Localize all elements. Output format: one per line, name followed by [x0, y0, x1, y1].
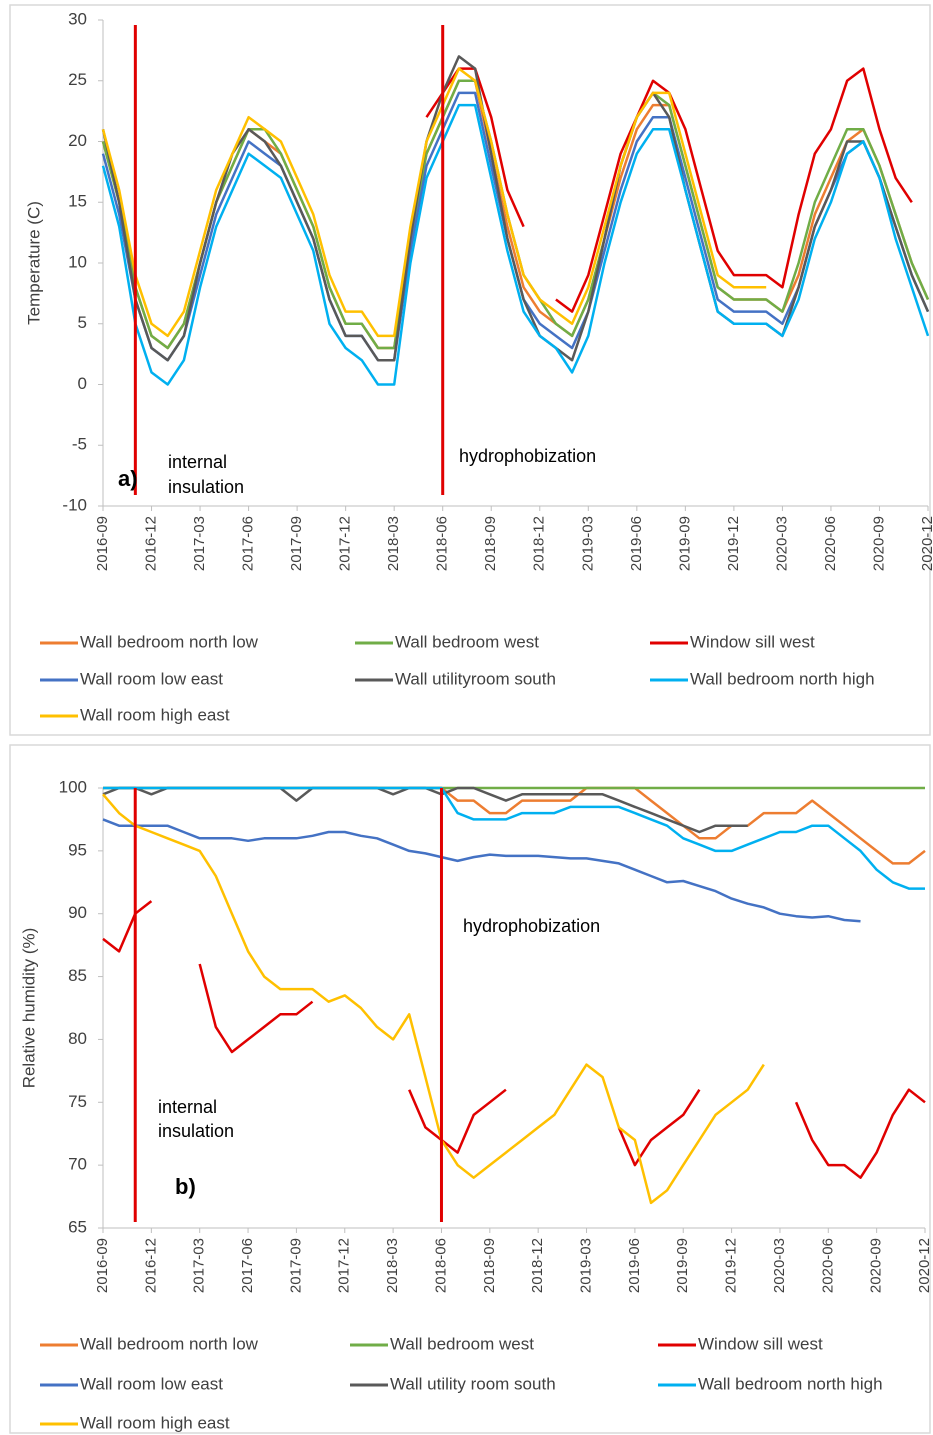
series-line	[101, 91, 930, 362]
series-line	[101, 55, 930, 362]
event-label: insulation	[158, 1121, 234, 1141]
x-tick-label: 2018-06	[434, 516, 451, 571]
y-tick-label: 70	[68, 1155, 87, 1174]
series-line	[102, 900, 926, 1179]
y-tick-label: 85	[68, 966, 87, 985]
x-tick-label: 2019-09	[676, 516, 693, 571]
y-axis-title: Relative humidity (%)	[19, 928, 38, 1089]
legend-label: Window sill west	[690, 632, 815, 651]
legend-label: Wall bedroom west	[395, 632, 539, 651]
series-line	[102, 818, 861, 923]
x-tick-label: 2018-12	[529, 1238, 546, 1293]
x-tick-label: 2017-06	[239, 1238, 256, 1293]
legend-label: Wall room high east	[80, 705, 230, 724]
legend-label: Wall bedroom north high	[690, 669, 875, 688]
series-line	[101, 67, 767, 338]
x-tick-label: 2020-06	[819, 1238, 836, 1293]
y-tick-label: 90	[68, 903, 87, 922]
y-tick-label: 5	[78, 313, 87, 332]
series-line	[101, 103, 930, 386]
legend-label: Wall bedroom north low	[80, 632, 259, 651]
legend-label: Wall room high east	[80, 1413, 230, 1432]
x-tick-label: 2017-03	[191, 1238, 208, 1293]
panel-label: a)	[118, 466, 138, 491]
x-tick-label: 2020-12	[916, 1238, 933, 1293]
x-tick-label: 2019-12	[725, 516, 742, 571]
series-line	[103, 786, 926, 865]
x-tick-label: 2020-09	[870, 516, 887, 571]
x-tick-label: 2019-12	[723, 1238, 740, 1293]
x-tick-label: 2017-06	[240, 516, 257, 571]
x-tick-label: 2020-06	[822, 516, 839, 571]
x-tick-label: 2019-06	[626, 1238, 643, 1293]
panel-label: b)	[175, 1174, 196, 1199]
x-tick-label: 2017-03	[191, 516, 208, 571]
y-tick-label: 100	[59, 777, 87, 796]
x-tick-label: 2018-12	[531, 516, 548, 571]
legend-label: Wall room low east	[80, 1374, 223, 1393]
x-tick-label: 2019-03	[577, 1238, 594, 1293]
series-line	[101, 79, 930, 350]
x-tick-label: 2020-03	[771, 1238, 788, 1293]
legend-label: Wall bedroom north low	[80, 1334, 259, 1353]
series-line	[102, 786, 748, 834]
y-tick-label: 15	[68, 192, 87, 211]
x-tick-label: 2018-09	[482, 516, 499, 571]
x-tick-label: 2016-12	[142, 1238, 159, 1293]
x-tick-label: 2020-03	[773, 516, 790, 571]
x-tick-label: 2018-06	[432, 1238, 449, 1293]
event-label: internal	[168, 452, 227, 472]
legend-label: Wall bedroom west	[390, 1334, 534, 1353]
x-tick-label: 2019-09	[674, 1238, 691, 1293]
y-tick-label: 30	[68, 9, 87, 28]
series-line	[101, 79, 930, 350]
legend-label: Wall utilityroom south	[395, 669, 556, 688]
x-tick-label: 2019-06	[628, 516, 645, 571]
x-tick-label: 2016-12	[142, 516, 159, 571]
panel-frame	[9, 744, 931, 1434]
x-tick-label: 2018-03	[384, 1238, 401, 1293]
y-tick-label: 10	[68, 252, 87, 271]
series-line	[102, 793, 765, 1205]
panel-frame	[9, 4, 931, 736]
y-axis-title: Temperature (C)	[24, 201, 43, 325]
y-tick-label: 75	[68, 1092, 87, 1111]
legend-label: Wall utility room south	[390, 1374, 556, 1393]
y-tick-label: -5	[72, 435, 87, 454]
x-tick-label: 2017-09	[287, 1238, 304, 1293]
y-tick-label: 20	[68, 131, 87, 150]
y-tick-label: 80	[68, 1029, 87, 1048]
x-tick-label: 2020-09	[868, 1238, 885, 1293]
x-tick-label: 2018-03	[385, 516, 402, 571]
x-tick-label: 2020-12	[919, 516, 933, 571]
x-tick-label: 2017-09	[288, 516, 305, 571]
x-tick-label: 2016-09	[94, 1238, 111, 1293]
x-tick-label: 2017-12	[337, 516, 354, 571]
y-tick-label: -10	[62, 495, 87, 514]
legend-label: Window sill west	[698, 1334, 823, 1353]
y-tick-label: 25	[68, 70, 87, 89]
y-tick-label: 95	[68, 840, 87, 859]
event-label: insulation	[168, 477, 244, 497]
y-tick-label: 65	[68, 1217, 87, 1236]
series-line	[103, 786, 925, 890]
x-tick-label: 2019-03	[579, 516, 596, 571]
legend-label: Wall bedroom north high	[698, 1374, 883, 1393]
x-tick-label: 2016-09	[94, 516, 111, 571]
legend-label: Wall room low east	[80, 669, 223, 688]
event-label: internal	[158, 1097, 217, 1117]
x-tick-label: 2017-12	[336, 1238, 353, 1293]
x-tick-label: 2018-09	[481, 1238, 498, 1293]
y-tick-label: 0	[78, 374, 87, 393]
event-label: hydrophobization	[463, 916, 600, 936]
event-label: hydrophobization	[459, 446, 596, 466]
